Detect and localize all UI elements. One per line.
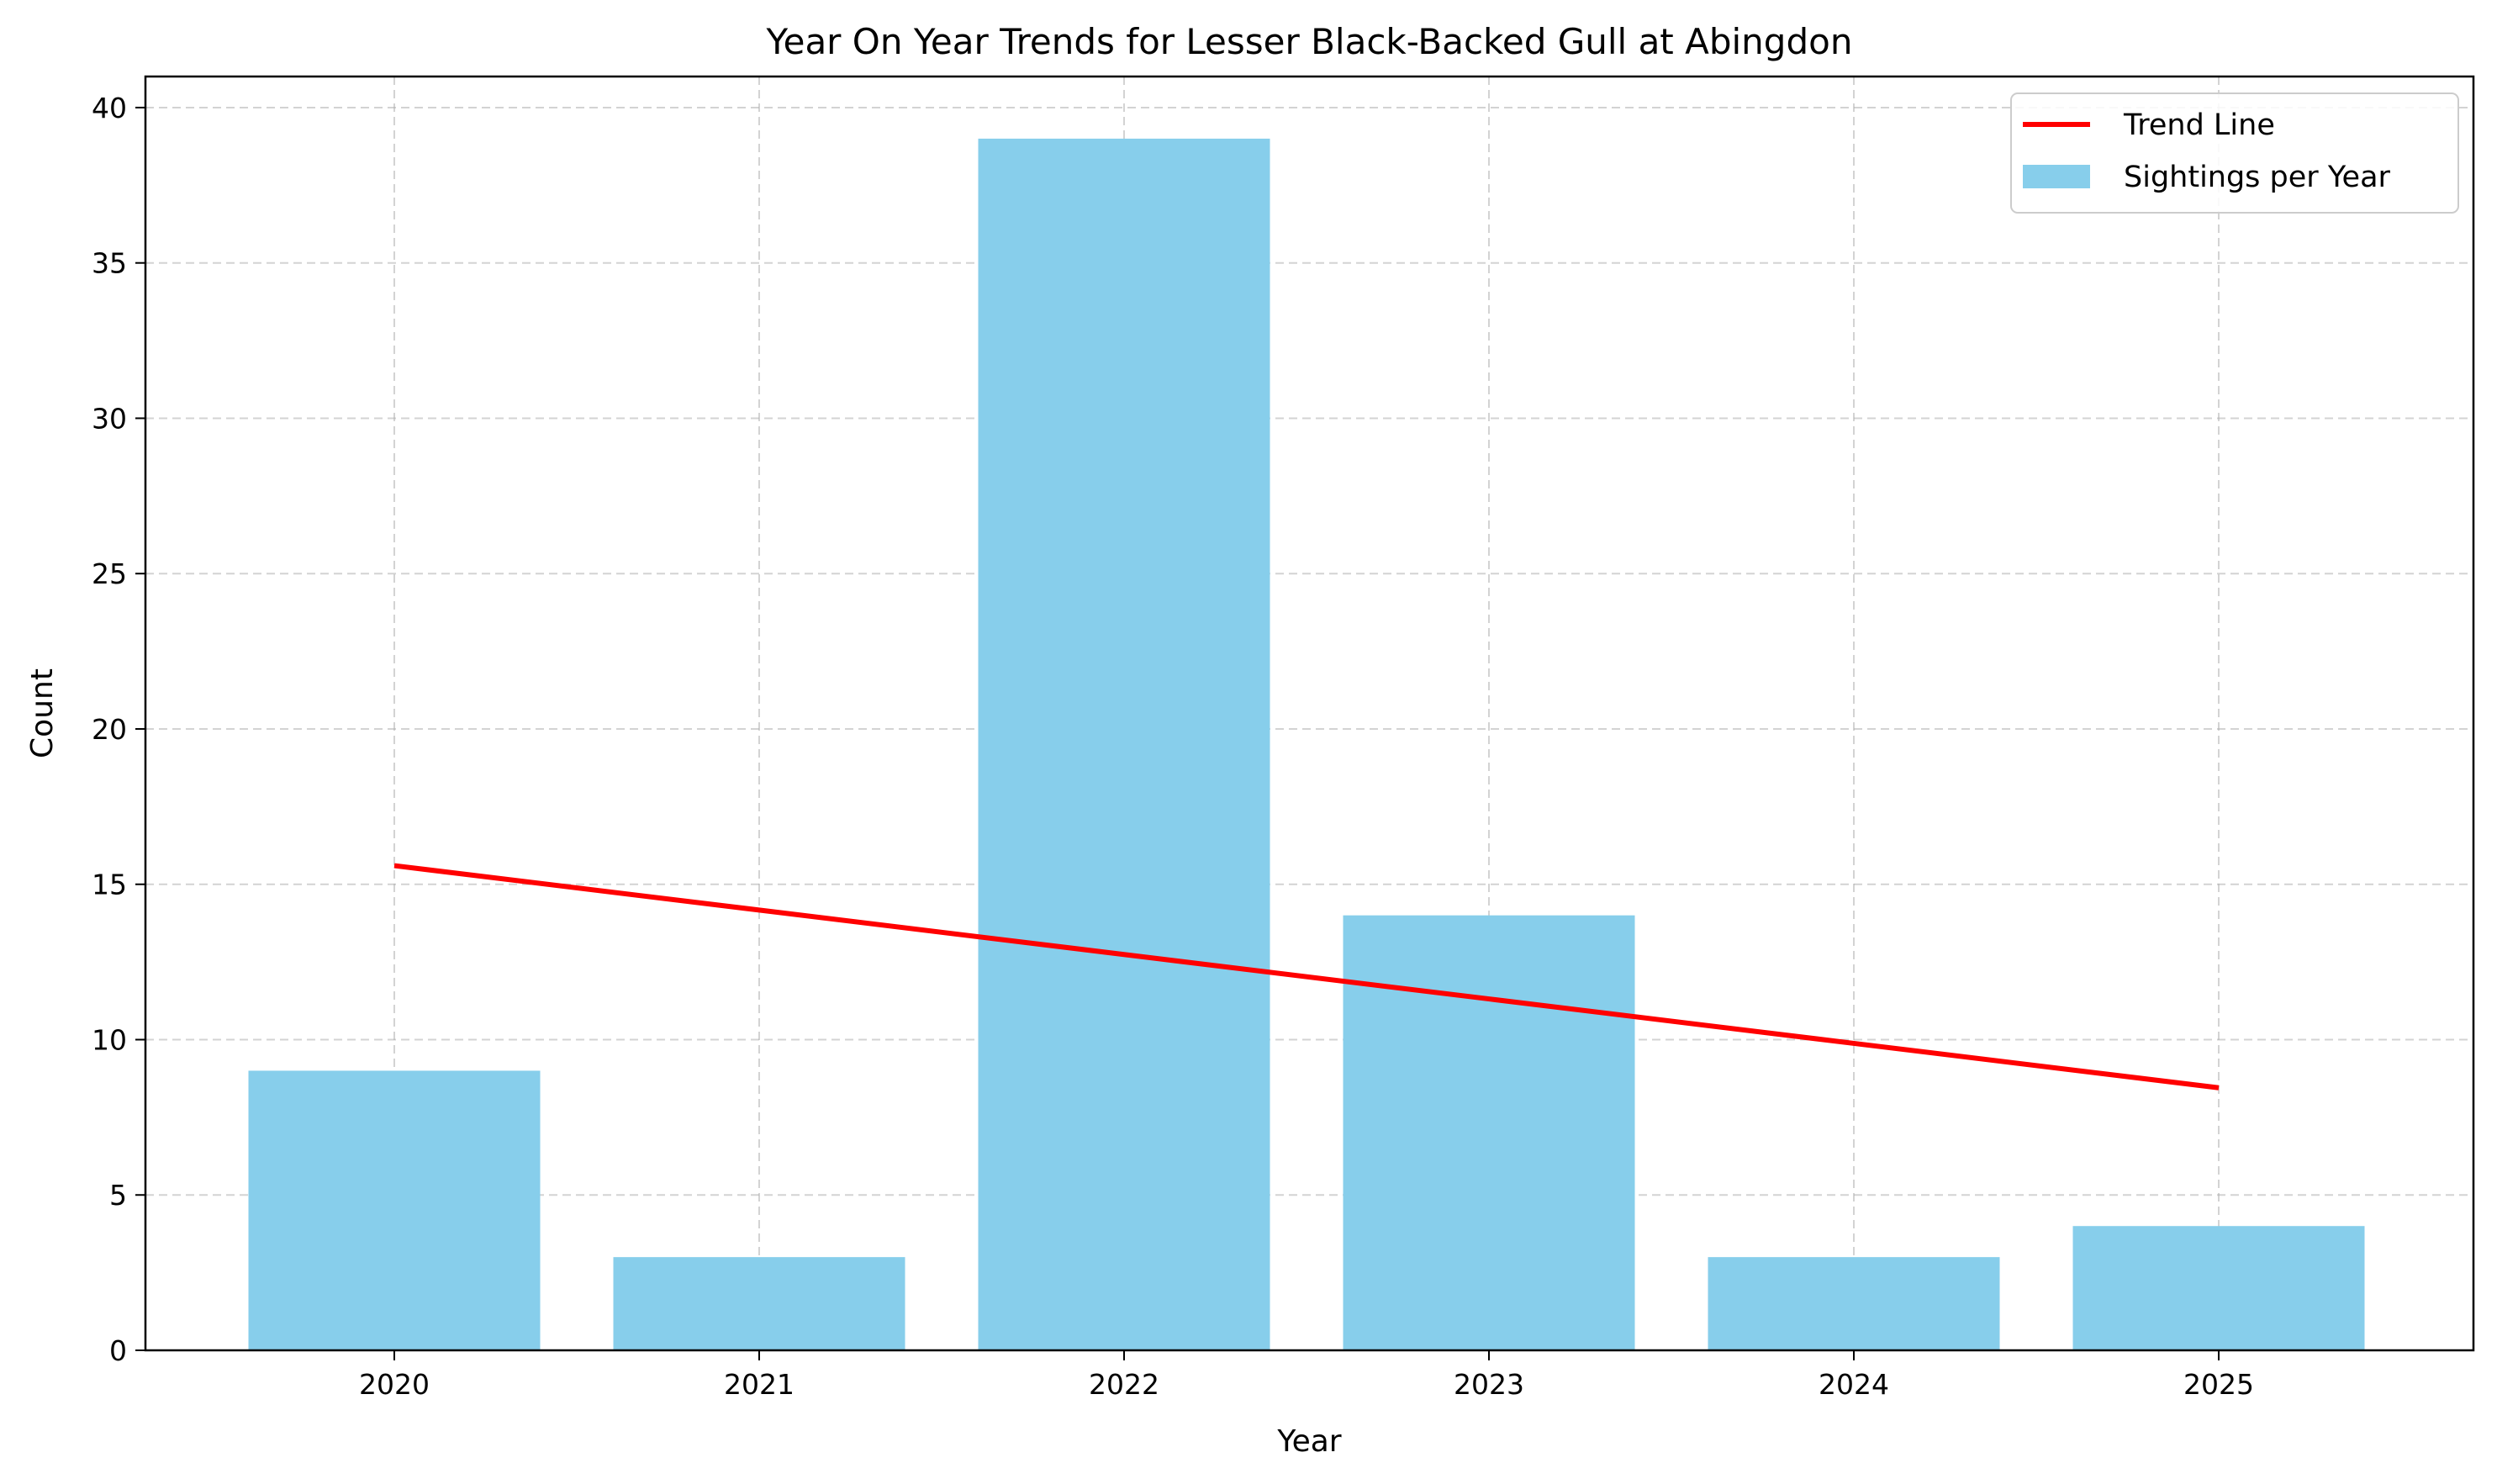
y-tick-label: 25 [92,557,127,590]
x-tick-label: 2024 [1819,1368,1889,1401]
plot-frame [144,75,2475,1352]
trend-line [393,863,2220,1091]
legend-box [2010,92,2459,214]
y-tick-label: 0 [109,1334,127,1367]
legend: Trend Line Sightings per Year [2010,92,2459,214]
bar [1708,1257,2000,1350]
legend-label-trend-line: Trend Line [2123,108,2275,142]
x-tick-label: 2021 [724,1368,794,1401]
bar [1343,915,1635,1350]
chart-title: Year On Year Trends for Lesser Black-Bac… [766,21,1853,62]
x-tick-label: 2020 [359,1368,430,1401]
y-tick-label: 35 [92,247,127,280]
x-tick-label: 2023 [1454,1368,1524,1401]
y-tick-label: 20 [92,713,127,746]
y-tick-label: 10 [92,1023,127,1056]
y-axis-label: Count [25,668,60,758]
y-tick-label: 30 [92,402,127,435]
bar [2072,1226,2365,1350]
y-tick-label: 5 [109,1179,127,1212]
x-tick-label: 2022 [1089,1368,1159,1401]
trend-line-series [393,863,2220,1091]
bar-series [248,138,2365,1350]
legend-swatch-sightings [2023,165,2090,188]
x-tick-label: 2025 [2183,1368,2254,1401]
bar [613,1257,905,1350]
y-tick-label: 40 [92,92,127,124]
legend-label-sightings: Sightings per Year [2124,161,2391,194]
bar [248,1070,541,1350]
x-axis-label: Year [1276,1424,1341,1459]
bar [978,138,1270,1350]
y-tick-label: 15 [92,869,127,901]
grid-lines [145,77,2473,1351]
